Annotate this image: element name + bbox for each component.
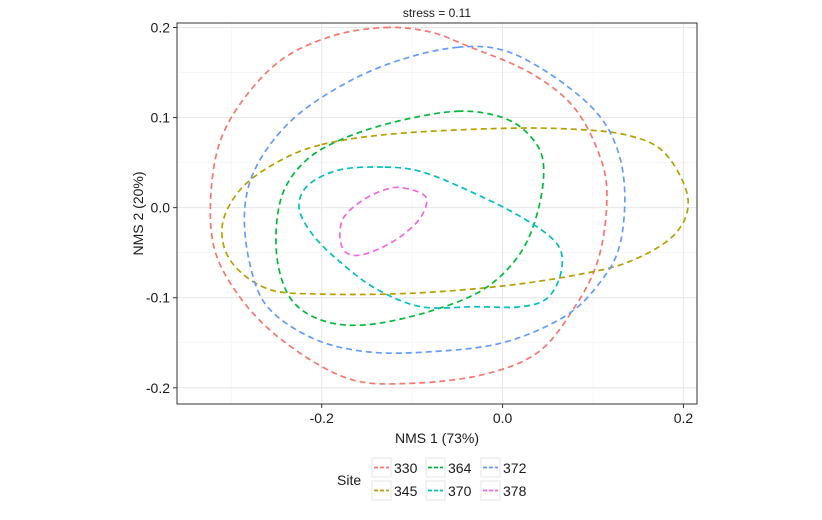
y-axis-title: NMS 2 (20%) [130, 171, 146, 255]
legend-label-370: 370 [448, 483, 472, 499]
legend-title: Site [337, 472, 361, 488]
y-tick-label: 0.0 [151, 200, 171, 216]
y-tick-label: -0.2 [146, 380, 170, 396]
ellipse-site-330 [209, 26, 608, 385]
x-tick-label: 0.0 [493, 410, 513, 426]
x-axis-title: NMS 1 (73%) [395, 430, 479, 446]
x-tick-label: -0.2 [310, 410, 334, 426]
legend-label-372: 372 [503, 460, 527, 476]
y-tick-label: 0.1 [151, 110, 171, 126]
x-tick-label: 0.2 [674, 410, 694, 426]
y-tick-label: 0.2 [151, 20, 171, 36]
ellipse-site-364 [275, 110, 545, 327]
plot-panel [177, 23, 697, 404]
plot-border [176, 22, 698, 405]
plot-title: stress = 0.11 [403, 6, 471, 20]
ellipse-site-370 [298, 166, 564, 309]
ellipse-site-378 [338, 186, 428, 257]
legend-label-364: 364 [448, 460, 472, 476]
legend-label-378: 378 [503, 483, 527, 499]
legend-label-345: 345 [394, 483, 418, 499]
legend-label-330: 330 [394, 460, 418, 476]
y-tick-label: -0.1 [146, 290, 170, 306]
ellipse-site-372 [243, 45, 626, 355]
